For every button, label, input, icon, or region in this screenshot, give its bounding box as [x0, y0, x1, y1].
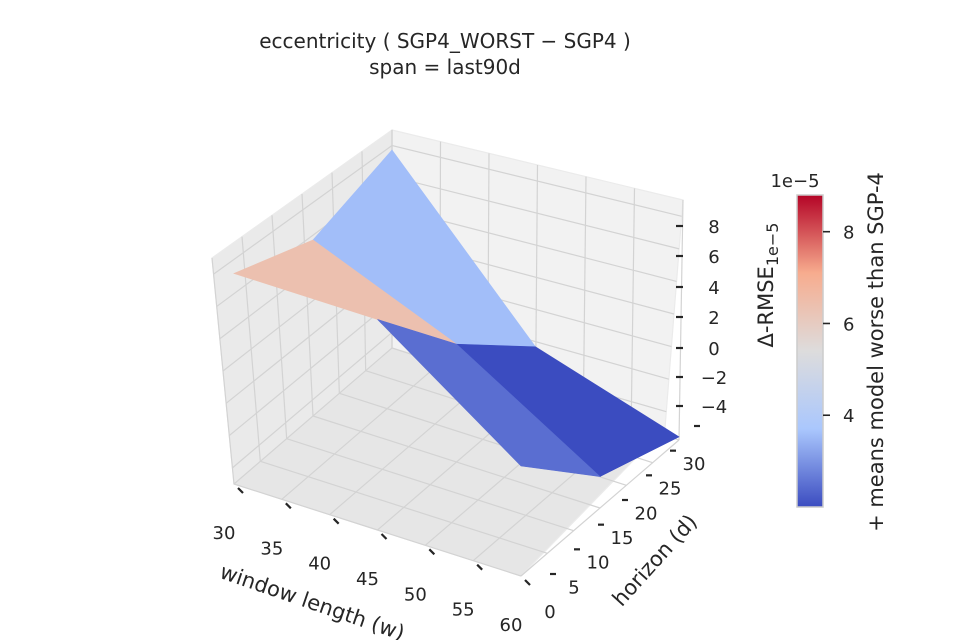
- x-tick-label: 35: [260, 538, 283, 559]
- colorbar-gradient: [796, 194, 824, 508]
- colorbar-tick-label: 6: [843, 314, 854, 335]
- z-tick-label: 2: [708, 308, 719, 329]
- y-tick-label: 15: [611, 528, 634, 549]
- floor-grid-y: [260, 460, 548, 554]
- floor-grid-y: [286, 438, 574, 532]
- x-tick-label: 60: [500, 615, 523, 636]
- wall-grid-z: [213, 144, 682, 275]
- z-axis-label-main: Δ-RMSE: [754, 266, 778, 347]
- x-tick-label: 40: [308, 554, 331, 575]
- y-tick-label: 10: [587, 553, 610, 574]
- y-tick-label: 5: [568, 577, 579, 598]
- x-tick-mark: [524, 579, 531, 586]
- colorbar-tick-label: 4: [843, 406, 854, 427]
- y-axis-label: horizon (d): [608, 510, 702, 611]
- floor-grid-y: [312, 415, 601, 509]
- x-tick-label: 45: [356, 569, 379, 590]
- y-tick-label: 0: [544, 602, 555, 623]
- x-tick-mark: [237, 487, 244, 494]
- back-grid-x: [582, 176, 587, 410]
- z-tick-label: 6: [708, 247, 719, 268]
- surface-facet: [377, 319, 601, 477]
- z-axis-scale-label: 1e−5: [763, 223, 782, 267]
- back-grid-x: [630, 188, 636, 425]
- colorbar-label: + means model worse than SGP-4: [864, 172, 888, 532]
- chart-subtitle: span = last90d: [369, 55, 521, 79]
- colorbar: 1e−5 4 6 8 + means model worse than SGP-4: [770, 171, 888, 532]
- surface-plot: [233, 149, 680, 477]
- y-tick-label: 25: [659, 479, 682, 500]
- x-tick-mark: [332, 517, 340, 525]
- z-tick-label: 4: [708, 278, 719, 299]
- z-tick-label: −2: [701, 368, 728, 389]
- chart-title: eccentricity ( SGP4_WORST − SGP4 ): [259, 29, 631, 53]
- y-tick-label: 20: [635, 503, 658, 524]
- colorbar-scale-label: 1e−5: [770, 171, 819, 192]
- colorbar-ticks: 4 6 8: [823, 223, 854, 427]
- z-tick-label: 0: [708, 339, 719, 360]
- colorbar-tick-label: 8: [843, 223, 854, 244]
- x-tick-mark: [428, 548, 436, 556]
- x-tick-label: 55: [452, 600, 475, 621]
- x-tick-label: 30: [213, 523, 236, 544]
- floor-grid-y: [233, 483, 522, 577]
- x-tick-mark: [285, 502, 292, 510]
- y-tick-label: 30: [683, 454, 706, 475]
- z-axis-label: Δ-RMSE1e−5: [754, 223, 782, 348]
- back-grid-x: [678, 199, 684, 441]
- z-tick-label: −4: [701, 397, 728, 418]
- z-tick-label: 8: [708, 217, 719, 238]
- x-tick-mark: [380, 533, 388, 540]
- x-tick-label: 50: [404, 584, 427, 605]
- x-tick-mark: [476, 563, 483, 571]
